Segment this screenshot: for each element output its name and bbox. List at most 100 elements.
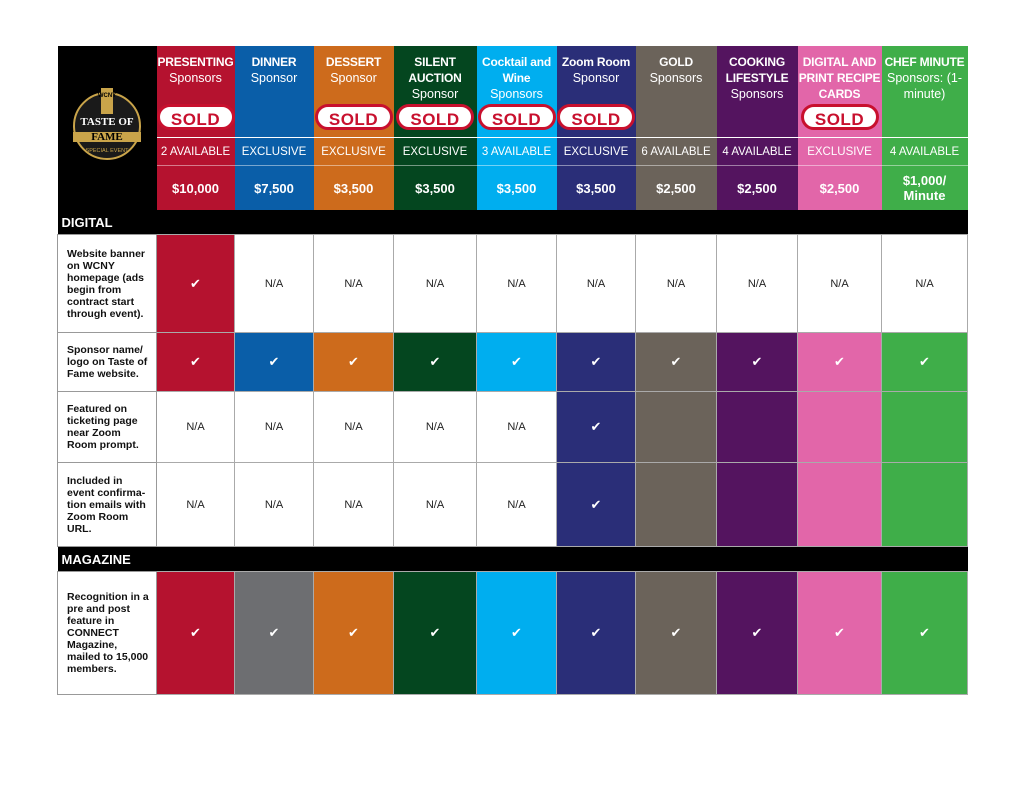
na-cell: N/A xyxy=(313,391,394,463)
sold-badge: SOLD xyxy=(800,104,879,130)
column-header-0: PRESENTING Sponsors SOLD xyxy=(156,46,235,138)
checkmark-icon: ✔ xyxy=(556,571,636,695)
na-cell: N/A xyxy=(556,234,636,333)
sold-badge: SOLD xyxy=(156,104,235,130)
price-cell: $3,500 xyxy=(313,165,394,210)
column-subtitle: Sponsors xyxy=(649,71,703,85)
column-header-6: GOLD Sponsors xyxy=(635,46,717,138)
na-cell: N/A xyxy=(156,462,235,547)
row-label: Included in event confirma-tion emails w… xyxy=(57,462,157,547)
availability-cell: 2 AVAILABLE xyxy=(156,137,235,166)
na-cell: N/A xyxy=(716,234,798,333)
availability-cell: 6 AVAILABLE xyxy=(635,137,717,166)
row-label: Sponsor name/ logo on Taste of Fame webs… xyxy=(57,332,157,392)
logo-brand: WCNY xyxy=(98,93,116,99)
availability-cell: EXCLUSIVE xyxy=(393,137,477,166)
price-cell: $2,500 xyxy=(635,165,717,210)
checkmark-icon: ✔ xyxy=(556,391,636,463)
sponsorship-table: WCNY TASTE OF FAME SPECIAL EVENT PRESENTING S… xyxy=(57,46,968,695)
empty-cell xyxy=(716,462,798,547)
na-cell: N/A xyxy=(393,234,477,333)
availability-cell: EXCLUSIVE xyxy=(313,137,394,166)
column-title: DINNER xyxy=(251,55,297,69)
empty-cell xyxy=(797,462,882,547)
column-title: COOKING LIFESTYLE xyxy=(725,55,789,85)
na-cell: N/A xyxy=(156,391,235,463)
sold-badge: SOLD xyxy=(557,104,635,130)
column-subtitle: Sponsor xyxy=(411,87,459,101)
column-title: SILENT AUCTION xyxy=(408,55,462,85)
row-label: Recognition in a pre and post feature in… xyxy=(57,571,157,695)
sold-badge: SOLD xyxy=(477,104,556,130)
column-subtitle: Sponsors xyxy=(730,87,784,101)
availability-cell: EXCLUSIVE xyxy=(797,137,882,166)
checkmark-icon: ✔ xyxy=(156,571,235,695)
availability-cell: 4 AVAILABLE xyxy=(881,137,968,166)
availability-cell: 3 AVAILABLE xyxy=(476,137,557,166)
checkmark-icon: ✔ xyxy=(313,332,394,392)
logo-tagline: SPECIAL EVENT xyxy=(86,148,130,154)
table-row: Website banner on WCNY homepage (ads beg… xyxy=(57,234,968,333)
na-cell: N/A xyxy=(313,234,394,333)
column-header-5: Zoom Room Sponsor SOLD xyxy=(556,46,636,138)
checkmark-icon: ✔ xyxy=(556,332,636,392)
column-subtitle: Sponsor xyxy=(572,71,620,85)
price-cell: $10,000 xyxy=(156,165,235,210)
checkmark-icon: ✔ xyxy=(156,234,235,333)
price-cell: $2,500 xyxy=(716,165,798,210)
na-cell: N/A xyxy=(635,234,717,333)
availability-cell: 4 AVAILABLE xyxy=(716,137,798,166)
checkmark-icon: ✔ xyxy=(476,332,557,392)
na-cell: N/A xyxy=(234,391,314,463)
column-title: GOLD xyxy=(659,55,693,69)
empty-cell xyxy=(881,391,968,463)
checkmark-icon: ✔ xyxy=(797,571,882,695)
column-header-7: COOKING LIFESTYLE Sponsors xyxy=(716,46,798,138)
price-cell: $2,500 xyxy=(797,165,882,210)
column-header-2: DESSERT Sponsor SOLD xyxy=(313,46,394,138)
checkmark-icon: ✔ xyxy=(881,571,968,695)
sold-badge: SOLD xyxy=(314,104,393,130)
checkmark-icon: ✔ xyxy=(234,332,314,392)
na-cell: N/A xyxy=(881,234,968,333)
price-cell: $3,500 xyxy=(393,165,477,210)
column-subtitle: Sponsors xyxy=(169,71,222,85)
column-subtitle: Sponsor xyxy=(330,71,377,85)
checkmark-icon: ✔ xyxy=(716,571,798,695)
na-cell: N/A xyxy=(393,391,477,463)
column-header-9: CHEF MINUTE Sponsors: (1-minute) xyxy=(881,46,968,138)
na-cell: N/A xyxy=(313,462,394,547)
availability-cell: EXCLUSIVE xyxy=(234,137,314,166)
price-cell: $3,500 xyxy=(556,165,636,210)
checkmark-icon: ✔ xyxy=(234,571,314,695)
checkmark-icon: ✔ xyxy=(881,332,968,392)
section-header-magazine: MAGAZINE xyxy=(57,546,968,572)
checkmark-icon: ✔ xyxy=(556,462,636,547)
price-cell: $7,500 xyxy=(234,165,314,210)
column-header-3: SILENT AUCTION Sponsor SOLD xyxy=(393,46,477,138)
checkmark-icon: ✔ xyxy=(476,571,557,695)
na-cell: N/A xyxy=(476,462,557,547)
availability-cell: EXCLUSIVE xyxy=(556,137,636,166)
logo-line1: TASTE OF xyxy=(80,116,134,128)
empty-cell xyxy=(635,462,717,547)
checkmark-icon: ✔ xyxy=(156,332,235,392)
price-cell: $1,000/ Minute xyxy=(881,165,968,210)
row-label: Website banner on WCNY homepage (ads beg… xyxy=(57,234,157,333)
checkmark-icon: ✔ xyxy=(797,332,882,392)
sponsorship-grid: WCNY TASTE OF FAME SPECIAL EVENT PRESENTING S… xyxy=(57,46,968,695)
taste-of-fame-logo: WCNY TASTE OF FAME SPECIAL EVENT xyxy=(57,46,157,210)
na-cell: N/A xyxy=(476,391,557,463)
checkmark-icon: ✔ xyxy=(313,571,394,695)
section-header-digital: DIGITAL xyxy=(57,210,968,235)
column-title: Zoom Room xyxy=(561,55,631,69)
empty-cell xyxy=(635,391,717,463)
empty-cell xyxy=(797,391,882,463)
table-row: Included in event confirma-tion emails w… xyxy=(57,462,968,547)
checkmark-icon: ✔ xyxy=(393,332,477,392)
na-cell: N/A xyxy=(393,462,477,547)
na-cell: N/A xyxy=(476,234,557,333)
row-label: Featured on ticketing page near Zoom Roo… xyxy=(57,391,157,463)
logo-line2: FAME xyxy=(91,131,123,143)
column-title: DIGITAL AND PRINT RECIPE CARDS xyxy=(798,55,881,101)
